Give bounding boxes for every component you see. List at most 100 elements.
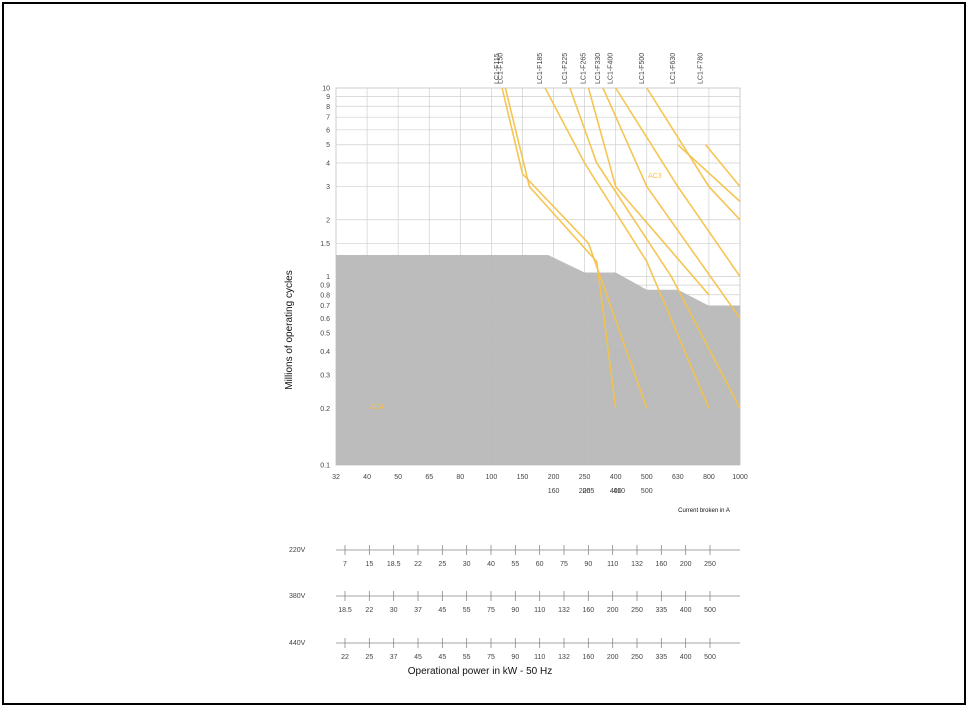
voltage-label: 380V (289, 593, 306, 600)
x-tick-label: 40 (363, 474, 371, 481)
voltage-value-label: 75 (487, 654, 495, 661)
series-name-label: LC1-F780 (698, 53, 705, 84)
series-line (646, 87, 741, 221)
y-tick-label: 4 (326, 161, 330, 168)
series-line (587, 87, 710, 296)
series-line (501, 87, 648, 409)
voltage-value-label: 160 (582, 654, 594, 661)
voltage-value-label: 37 (390, 654, 398, 661)
series-line (602, 87, 741, 319)
annotation-ac3: AC3 (648, 173, 662, 180)
y-tick-label: 0.3 (320, 373, 330, 380)
voltage-value-label: 18.5 (387, 561, 401, 568)
voltage-value-label: 200 (680, 561, 692, 568)
voltage-value-label: 45 (438, 607, 446, 614)
x-tick-label: 150 (517, 474, 529, 481)
voltage-value-label: 22 (414, 561, 422, 568)
shaded-region (336, 255, 740, 465)
voltage-value-label: 90 (584, 561, 592, 568)
y-axis-title: Millions of operating cycles (284, 270, 295, 390)
voltage-value-label: 400 (680, 654, 692, 661)
voltage-value-label: 37 (414, 607, 422, 614)
x-tick-label: 1000 (732, 474, 748, 481)
voltage-value-label: 110 (534, 654, 545, 661)
x-tick-label: 32 (332, 474, 340, 481)
annotation-ac4: AC4 (370, 404, 384, 411)
voltage-value-label: 15 (365, 561, 373, 568)
voltage-value-label: 22 (365, 607, 373, 614)
x-tick-label-secondary: 265 (583, 488, 595, 495)
y-tick-label: 0.4 (320, 349, 330, 356)
voltage-value-label: 200 (607, 654, 619, 661)
x-tick-label: 250 (579, 474, 591, 481)
y-tick-label: 0.7 (320, 303, 330, 310)
voltage-value-label: 75 (487, 607, 495, 614)
voltage-value-label: 40 (487, 561, 495, 568)
voltage-value-label: 55 (511, 561, 519, 568)
voltage-value-label: 75 (560, 561, 568, 568)
y-tick-label: 10 (322, 86, 330, 93)
series-line (504, 87, 617, 409)
voltage-value-label: 250 (631, 607, 643, 614)
voltage-value-label: 45 (438, 654, 446, 661)
x-tick-label: 50 (394, 474, 402, 481)
y-tick-label: 5 (326, 142, 330, 149)
voltage-value-label: 132 (558, 654, 570, 661)
series-name-label: LC1-F115 (494, 53, 501, 84)
y-tick-label: 8 (326, 104, 330, 111)
voltage-value-label: 55 (463, 607, 471, 614)
voltage-value-label: 30 (390, 607, 398, 614)
voltage-value-label: 400 (680, 607, 692, 614)
voltage-value-label: 500 (704, 607, 716, 614)
x-tick-label-secondary: 160 (548, 488, 560, 495)
y-tick-label: 0.1 (320, 463, 330, 470)
voltage-label: 220V (289, 547, 306, 554)
x-tick-label-secondary: 200 (579, 488, 591, 495)
series-line (615, 87, 741, 277)
y-tick-label: 0.6 (320, 316, 330, 323)
x-tick-label: 80 (456, 474, 464, 481)
voltage-value-label: 25 (438, 561, 446, 568)
series-line (677, 144, 741, 203)
voltage-value-label: 90 (511, 654, 519, 661)
series-name-label: LC1-F330 (595, 53, 602, 84)
x-tick-label: 800 (703, 474, 715, 481)
y-tick-label: 0.9 (320, 283, 330, 290)
x-tick-label: 200 (548, 474, 560, 481)
y-tick-label: 1 (326, 274, 330, 281)
axis-ticks: 0.10.20.30.40.50.60.70.80.911.5234567891… (320, 86, 748, 496)
voltage-value-label: 7 (343, 561, 347, 568)
voltage-value-label: 30 (463, 561, 471, 568)
voltage-value-label: 22 (341, 654, 349, 661)
voltage-value-label: 160 (582, 607, 594, 614)
voltage-value-label: 335 (655, 654, 667, 661)
voltage-value-label: 110 (534, 607, 545, 614)
x-tick-label: 100 (486, 474, 498, 481)
voltage-value-label: 18.5 (338, 607, 352, 614)
series-name-label: LC1-F225 (562, 53, 569, 84)
y-tick-label: 0.5 (320, 331, 330, 338)
y-tick-label: 6 (326, 127, 330, 134)
series-name-label: LC1-F500 (639, 53, 646, 84)
x-tick-label: 65 (425, 474, 433, 481)
voltage-value-label: 60 (536, 561, 544, 568)
series-name-label: LC1-F150 (497, 53, 504, 84)
voltage-value-label: 132 (558, 607, 570, 614)
series-line (544, 87, 710, 409)
voltage-value-label: 250 (704, 561, 716, 568)
voltage-value-label: 45 (414, 654, 422, 661)
series-line (704, 144, 741, 188)
x-tick-label-secondary: 410 (613, 488, 625, 495)
y-tick-label: 0.2 (320, 406, 330, 413)
voltage-label: 440V (289, 640, 306, 647)
x-tick-label: 630 (672, 474, 684, 481)
shaded-region-fill (336, 255, 740, 465)
voltage-value-label: 160 (655, 561, 667, 568)
x-axis-title: Operational power in kW - 50 Hz (408, 666, 553, 677)
y-tick-label: 1.5 (320, 241, 330, 248)
voltage-value-label: 90 (511, 607, 519, 614)
current-broken-label: Current broken in A (678, 508, 730, 514)
voltage-value-label: 110 (607, 561, 618, 568)
